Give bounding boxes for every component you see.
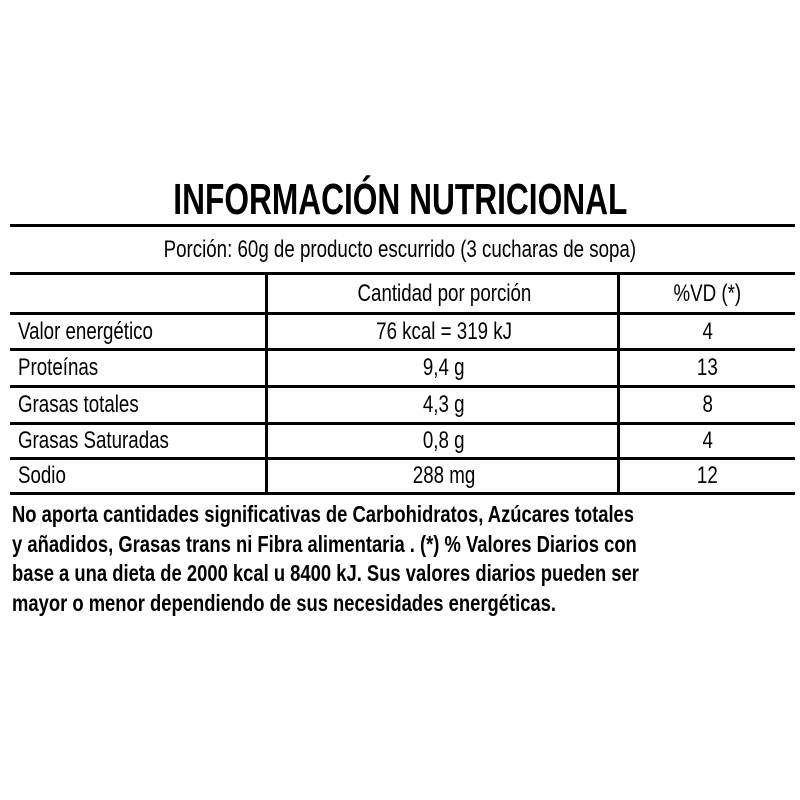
table-row: Valor energético 76 kcal = 319 kJ 4 [18,317,713,345]
footnote: No aporta cantidades significativas de C… [12,501,639,616]
divider [10,385,795,388]
table-row: Grasas Saturadas 0,8 g 4 [18,427,713,454]
table-header-row: Cantidad por porción %VD (*) [10,275,795,312]
column-divider [617,273,620,495]
column-divider [265,273,268,495]
header-amount: Cantidad por porción [357,279,531,307]
table-row: Grasas totales 4,3 g 8 [18,391,713,418]
header-vd: %VD (*) [673,279,742,307]
divider [10,224,795,227]
nutrition-title: INFORMACIÓN NUTRICIONAL [172,175,628,224]
portion-size: Porción: 60g de producto escurrido (3 cu… [163,236,637,263]
divider [10,272,795,275]
divider [10,312,795,315]
divider [10,422,795,425]
divider [10,348,795,351]
divider [10,457,795,460]
table-row: Proteínas 9,4 g 13 [18,354,718,381]
table-row: Sodio 288 mg 12 [18,462,718,489]
divider [10,492,795,495]
